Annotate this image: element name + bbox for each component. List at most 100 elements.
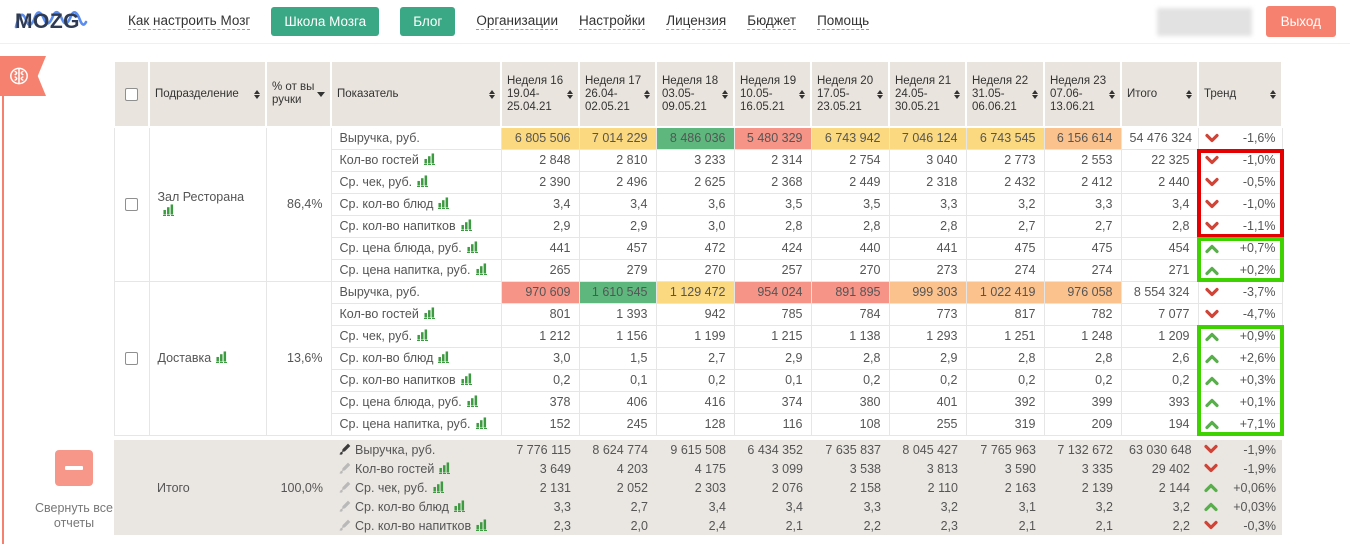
- nav-settings[interactable]: Настройки: [579, 13, 646, 30]
- bar-chart-icon[interactable]: [475, 417, 487, 429]
- nav-how-to-configure[interactable]: Как настроить Мозг: [128, 13, 251, 30]
- week-value-cell: 3,3: [1043, 192, 1122, 216]
- bar-chart-icon[interactable]: [438, 351, 450, 363]
- bar-chart-icon[interactable]: [475, 263, 487, 275]
- table-row: Ср. чек, руб. 1 212 1 156 1 199 1 215 1 138 1 …: [114, 324, 1284, 348]
- week-value-cell: 2,7: [1043, 214, 1122, 238]
- nav-organizations[interactable]: Организации: [476, 13, 559, 30]
- chevron-down-icon[interactable]: [317, 91, 325, 101]
- column-header-week: Неделя 16 19.04- 25.04.21: [500, 60, 580, 128]
- sort-icon[interactable]: [567, 87, 573, 102]
- bar-chart-icon[interactable]: [476, 518, 488, 531]
- brush-icon[interactable]: [339, 519, 351, 531]
- sort-icon[interactable]: [954, 87, 960, 102]
- group-name: Доставка: [148, 280, 267, 436]
- week-value-cell: 2 412: [1043, 170, 1122, 194]
- week-value-cell: 401: [888, 390, 967, 414]
- bar-chart-icon[interactable]: [439, 461, 451, 474]
- bar-chart-icon[interactable]: [417, 175, 429, 187]
- week-value-cell: 472: [655, 236, 735, 260]
- week-value-cell: 1 129 472: [655, 280, 735, 304]
- week-value-cell: 1 251: [965, 324, 1045, 348]
- totals-total-value-cell: 3,2: [1121, 497, 1198, 516]
- nav-blog[interactable]: Блог: [400, 7, 456, 36]
- bar-chart-icon[interactable]: [162, 204, 174, 217]
- row-checkbox[interactable]: [125, 198, 138, 212]
- sort-icon[interactable]: [254, 87, 260, 102]
- bar-chart-icon[interactable]: [466, 241, 478, 253]
- metric-label: Ср. цена блюда, руб.: [330, 236, 502, 260]
- trend-up-arrow-icon: [1204, 482, 1218, 493]
- brush-icon[interactable]: [339, 462, 351, 474]
- sort-icon[interactable]: [877, 87, 883, 102]
- sort-icon[interactable]: [722, 87, 728, 102]
- bar-chart-icon[interactable]: [453, 499, 465, 512]
- bar-chart-icon[interactable]: [460, 219, 472, 231]
- bar-chart-icon[interactable]: [438, 197, 450, 209]
- totals-week-value-cell: 2 139: [1044, 478, 1121, 497]
- week-value-cell: 457: [578, 236, 657, 260]
- sort-icon[interactable]: [644, 87, 650, 102]
- bar-chart-icon[interactable]: [423, 153, 435, 165]
- week-value-cell: 209: [1043, 412, 1122, 436]
- bar-chart-icon[interactable]: [423, 307, 435, 319]
- column-header-week: Неделя 23 07.06- 13.06.21: [1043, 60, 1122, 128]
- totals-row: Ср. чек, руб. 2 131 2 052 2 303 2 076 2 158 2 …: [114, 478, 1282, 497]
- totals-week-value-cell: 2 076: [734, 478, 811, 497]
- bar-chart-icon[interactable]: [216, 351, 228, 363]
- weekly-report-table: Подразделение% от выручки Показатель Недел…: [113, 60, 1284, 535]
- totals-week-value-cell: 2,0: [579, 516, 656, 535]
- metric-label: Ср. кол-во напитков: [330, 368, 502, 392]
- week-value-cell: 2 432: [965, 170, 1045, 194]
- row-checkbox[interactable]: [125, 352, 138, 366]
- nav-help[interactable]: Помощь: [817, 13, 870, 30]
- totals-metric-label: Кол-во гостей: [331, 459, 501, 478]
- week-value-cell: 2 314: [733, 148, 812, 172]
- week-value-cell: 942: [655, 302, 735, 326]
- bar-chart-icon[interactable]: [417, 329, 429, 341]
- brush-icon[interactable]: [339, 481, 351, 493]
- week-value-cell: 319: [965, 412, 1045, 436]
- nav-school[interactable]: Школа Мозга: [271, 7, 380, 36]
- brush-icon[interactable]: [339, 500, 351, 512]
- week-value-cell: 1 156: [578, 324, 657, 348]
- week-value-cell: 440: [810, 236, 890, 260]
- bar-chart-icon[interactable]: [460, 373, 472, 385]
- sort-icon[interactable]: [1186, 87, 1192, 102]
- week-value-cell: 773: [888, 302, 967, 326]
- trend-down-arrow-icon: [1204, 155, 1219, 166]
- week-value-cell: 406: [578, 390, 657, 414]
- weekly-report-table-wrap: Подразделение% от выручки Показатель Недел…: [113, 60, 1284, 535]
- brush-icon[interactable]: [339, 443, 351, 455]
- brain-ribbon-tab[interactable]: [0, 56, 46, 96]
- week-value-cell: 273: [888, 258, 967, 282]
- sort-icon[interactable]: [1032, 87, 1038, 102]
- bar-chart-icon[interactable]: [466, 395, 478, 407]
- week-value-cell: 2,9: [733, 346, 812, 370]
- nav-budget[interactable]: Бюджет: [747, 13, 797, 30]
- nav-license[interactable]: Лицензия: [666, 13, 727, 30]
- logout-button[interactable]: Выход: [1265, 6, 1336, 37]
- row-checkbox[interactable]: [125, 87, 138, 101]
- week-value-cell: 8 486 036: [655, 126, 735, 150]
- sidebar-accent-line: [2, 96, 4, 544]
- table-row: Кол-во гостей 2 848 2 810 3 233 2 314 2 754 3 …: [114, 148, 1284, 172]
- week-value-cell: 3,4: [578, 192, 657, 216]
- totals-week-value-cell: 3 335: [1044, 459, 1121, 478]
- trend-down-arrow-icon: [1204, 287, 1219, 298]
- group-checkbox-cell: [113, 126, 150, 282]
- bar-chart-icon[interactable]: [432, 480, 444, 493]
- sort-icon[interactable]: [489, 87, 495, 102]
- week-value-cell: 245: [578, 412, 657, 436]
- week-value-cell: 2 318: [888, 170, 967, 194]
- week-value-cell: 0,2: [655, 368, 735, 392]
- totals-week-value-cell: 8 624 774: [579, 440, 656, 459]
- sort-icon[interactable]: [799, 87, 805, 102]
- sort-icon[interactable]: [1109, 87, 1115, 102]
- week-value-cell: 0,2: [810, 368, 890, 392]
- week-value-cell: 0,1: [733, 368, 812, 392]
- sort-icon[interactable]: [1270, 87, 1276, 102]
- week-value-cell: 2,7: [655, 346, 735, 370]
- mozg-logo[interactable]: MOZG: [14, 3, 88, 40]
- collapse-all-button[interactable]: [55, 450, 93, 486]
